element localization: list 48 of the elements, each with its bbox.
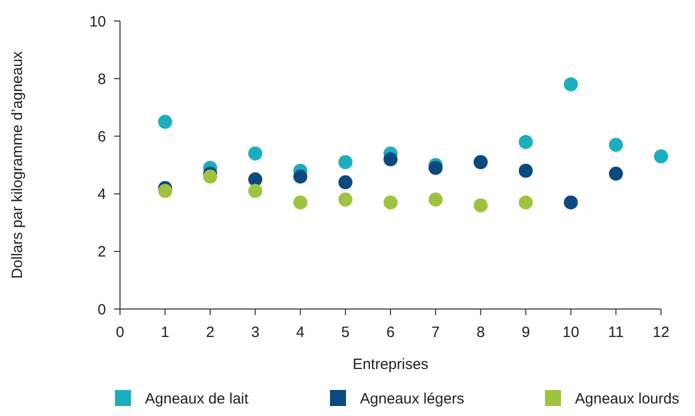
point [518, 195, 533, 210]
x-tick-label: 11 [608, 324, 624, 341]
point [518, 164, 533, 178]
x-tick-label: 2 [206, 324, 214, 341]
x-tick-label: 1 [160, 324, 170, 341]
x-tick-label: 8 [476, 324, 485, 341]
y-tick-label: 6 [98, 128, 106, 146]
point [428, 192, 443, 207]
point [428, 160, 443, 175]
point [338, 175, 352, 190]
x-tick-label: 4 [296, 324, 305, 341]
point [608, 138, 623, 152]
point [338, 192, 352, 207]
legend-label: Agneaux de lait [145, 390, 250, 408]
point [158, 184, 172, 198]
x-axis-title: Entreprises [352, 356, 428, 373]
x-tick-label: 7 [431, 324, 440, 341]
point [384, 195, 398, 210]
x-tick-label: 5 [341, 324, 350, 341]
x-tick-label: 0 [116, 324, 124, 341]
point [293, 170, 308, 184]
point [293, 195, 308, 210]
point [654, 149, 668, 164]
point [564, 195, 578, 210]
legend-label: Agneaux légers [360, 390, 464, 408]
y-tick-label: 8 [98, 70, 106, 88]
y-axis-title: Dollars par kilogramme d’agneaux [9, 50, 26, 279]
x-tick-label: 6 [386, 324, 395, 341]
y-tick-label: 2 [98, 244, 106, 261]
y-tick-label: 10 [89, 13, 106, 30]
point [384, 152, 398, 166]
point [248, 146, 262, 160]
y-tick-label: 4 [98, 186, 106, 204]
point [338, 155, 352, 170]
point [203, 170, 218, 184]
x-tick-label: 12 [652, 324, 670, 341]
point [158, 114, 172, 129]
point [248, 184, 262, 198]
x-tick-label: 3 [251, 324, 260, 341]
x-tick-label: 9 [522, 324, 530, 341]
y-tick-label: 0 [98, 301, 106, 318]
point [564, 77, 578, 92]
x-tick-label: 10 [562, 324, 580, 341]
point [608, 166, 623, 181]
point [474, 198, 488, 212]
point [248, 172, 262, 186]
legend-label: Agneaux lourds [575, 390, 680, 408]
point [518, 134, 533, 149]
